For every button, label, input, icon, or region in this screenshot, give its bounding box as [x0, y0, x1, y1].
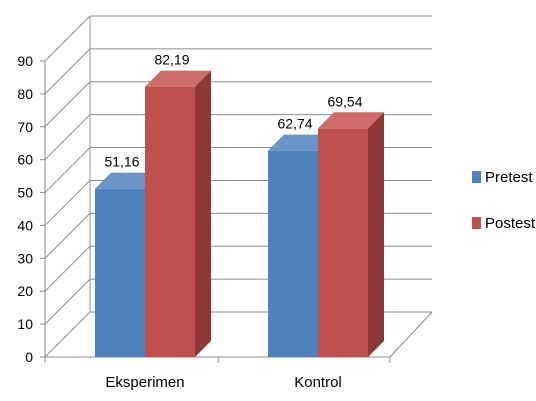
- bar-side: [195, 70, 211, 358]
- y-tick-label: 50: [17, 185, 33, 201]
- legend-swatch: [472, 217, 481, 229]
- y-tick-label: 90: [17, 53, 33, 69]
- bar-top: [145, 70, 211, 87]
- bar-top: [318, 112, 384, 129]
- data-labels: 51,16 62,74 82,19 69,54: [104, 52, 362, 170]
- y-tick-label: 0: [25, 349, 33, 365]
- gridline-depth: [44, 147, 91, 193]
- y-tick-label: 70: [17, 119, 33, 135]
- bar-front: [145, 86, 195, 358]
- floor-right-edge: [389, 311, 433, 358]
- bar-front: [318, 128, 368, 357]
- gridline-depth: [44, 245, 91, 292]
- y-tick-label: 10: [17, 316, 33, 332]
- legend-label: Pretest: [485, 169, 533, 186]
- y-tick-label: 60: [17, 152, 33, 168]
- gridline-depth: [44, 311, 91, 358]
- y-tick-label: 40: [17, 217, 33, 233]
- bar-top: [95, 172, 161, 189]
- y-tick-label: 30: [17, 250, 33, 266]
- gridline-depth: [44, 278, 91, 325]
- bar-side: [368, 112, 384, 357]
- bar: [145, 70, 211, 358]
- gridline-depth: [44, 81, 91, 128]
- bars: [95, 70, 384, 358]
- x-category-label: Eksperimen: [105, 374, 184, 391]
- legend-swatch: [472, 171, 481, 183]
- y-tick-label: 20: [17, 283, 33, 299]
- gridline-depth: [44, 212, 91, 259]
- bar-front: [95, 188, 145, 357]
- bar: [318, 112, 384, 357]
- data-label: 51,16: [104, 154, 139, 170]
- y-tick-label: 80: [17, 86, 33, 102]
- data-label: 82,19: [154, 52, 189, 68]
- bar-front: [268, 150, 318, 357]
- legend: Pretest Postest: [472, 169, 536, 232]
- legend-label: Postest: [485, 215, 536, 232]
- gridline-depth: [44, 180, 91, 226]
- bar-top: [268, 134, 334, 151]
- gridline-depth: [44, 48, 91, 95]
- gridline-depth: [44, 114, 91, 161]
- x-category-label: Kontrol: [294, 374, 342, 391]
- data-label: 69,54: [327, 93, 362, 109]
- gridline-depth: [44, 15, 91, 62]
- data-label: 62,74: [277, 116, 312, 132]
